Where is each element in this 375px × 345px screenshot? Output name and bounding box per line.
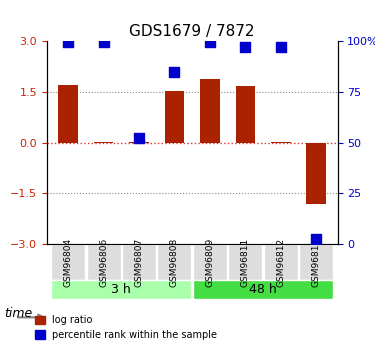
FancyBboxPatch shape [193, 244, 227, 280]
Legend: log ratio, percentile rank within the sample: log ratio, percentile rank within the sa… [35, 315, 218, 340]
Text: 3 h: 3 h [111, 284, 131, 296]
Text: GSM96806: GSM96806 [99, 237, 108, 287]
Bar [306, 142, 326, 204]
Bar [165, 91, 184, 142]
FancyBboxPatch shape [264, 244, 298, 280]
FancyBboxPatch shape [193, 280, 333, 299]
Text: 48 h: 48 h [249, 284, 277, 296]
Point [136, 135, 142, 140]
Text: time: time [4, 307, 32, 321]
Bar [236, 86, 255, 142]
Text: GSM96808: GSM96808 [170, 237, 179, 287]
Text: GSM96812: GSM96812 [276, 238, 285, 287]
FancyBboxPatch shape [51, 244, 85, 280]
Text: GSM96807: GSM96807 [135, 237, 144, 287]
Text: GSM96811: GSM96811 [241, 237, 250, 287]
Point [242, 45, 248, 50]
Point [278, 45, 284, 50]
Text: GSM96809: GSM96809 [206, 237, 214, 287]
Bar [58, 85, 78, 142]
FancyBboxPatch shape [51, 280, 192, 299]
FancyBboxPatch shape [228, 244, 262, 280]
FancyBboxPatch shape [87, 244, 121, 280]
Text: GSM96813: GSM96813 [312, 237, 321, 287]
Point [171, 69, 177, 75]
Title: GDS1679 / 7872: GDS1679 / 7872 [129, 24, 255, 39]
FancyBboxPatch shape [122, 244, 156, 280]
FancyBboxPatch shape [299, 244, 333, 280]
Text: GSM96804: GSM96804 [64, 238, 73, 287]
FancyBboxPatch shape [158, 244, 192, 280]
Point [65, 40, 71, 45]
Bar [200, 79, 220, 142]
Point [207, 40, 213, 45]
Point [313, 236, 319, 241]
Point [100, 40, 106, 45]
